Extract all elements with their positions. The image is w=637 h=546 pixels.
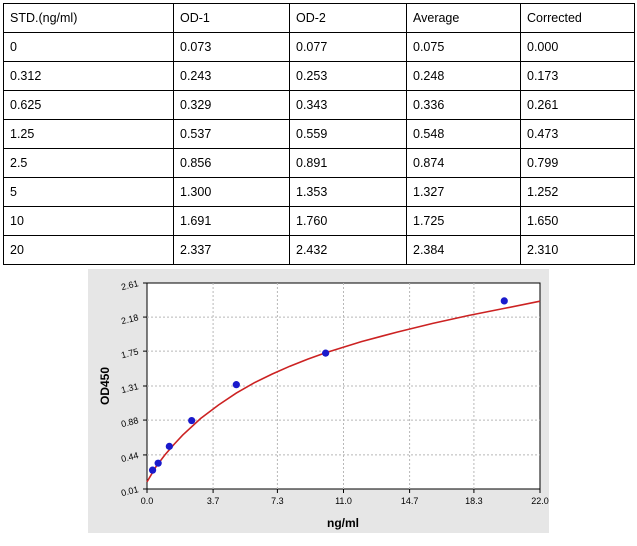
data-point — [188, 416, 196, 425]
cell-od1: 1.691 — [173, 206, 290, 236]
data-point — [148, 466, 157, 474]
tick-layer: 0.0 3.7 7.3 11.0 14.7 18.3 22.0 0.01 0.44 0.88 1.3… — [120, 278, 549, 506]
cell-average: 1.725 — [406, 206, 521, 236]
x-tick-label: 3.7 — [207, 496, 220, 506]
cell-od2: 0.077 — [289, 32, 407, 62]
table-header-row: STD.(ng/ml) OD-1 OD-2 Average Corrected — [3, 3, 635, 33]
cell-average: 0.248 — [406, 61, 521, 91]
column-header-od2: OD-2 — [289, 3, 407, 33]
column-header-std: STD.(ng/ml) — [3, 3, 174, 33]
cell-std: 10 — [3, 206, 174, 236]
cell-average: 0.874 — [406, 148, 521, 178]
cell-std: 5 — [3, 177, 174, 207]
cell-od2: 2.432 — [289, 235, 407, 265]
data-point — [500, 297, 508, 305]
data-point — [232, 381, 240, 389]
cell-average: 0.548 — [406, 119, 521, 149]
cell-corrected: 0.261 — [520, 90, 635, 120]
curve-layer — [146, 300, 541, 483]
chart-panel: 0.0 3.7 7.3 11.0 14.7 18.3 22.0 0.01 0.44 0.88 1.3… — [88, 269, 549, 533]
table-row: 20 2.337 2.432 2.384 2.310 — [3, 235, 635, 265]
cell-od2: 1.353 — [289, 177, 407, 207]
standard-curve-table: STD.(ng/ml) OD-1 OD-2 Average Corrected … — [3, 3, 635, 265]
y-tick-label: 0.88 — [120, 415, 139, 429]
cell-od1: 1.300 — [173, 177, 290, 207]
cell-corrected: 0.473 — [520, 119, 635, 149]
cell-corrected: 0.000 — [520, 32, 635, 62]
table-row: 0 0.073 0.077 0.075 0.000 — [3, 32, 635, 62]
column-header-od1: OD-1 — [173, 3, 290, 33]
cell-std: 2.5 — [3, 148, 174, 178]
column-header-corrected: Corrected — [520, 3, 635, 33]
cell-average: 2.384 — [406, 235, 521, 265]
cell-std: 0 — [3, 32, 174, 62]
cell-od1: 0.537 — [173, 119, 290, 149]
cell-corrected: 0.799 — [520, 148, 635, 178]
table-row: 1.25 0.537 0.559 0.548 0.473 — [3, 119, 635, 149]
y-tick-label: 1.75 — [120, 346, 139, 360]
cell-od1: 2.337 — [173, 235, 290, 265]
cell-od1: 0.329 — [173, 90, 290, 120]
cell-od2: 0.559 — [289, 119, 407, 149]
cell-average: 0.075 — [406, 32, 521, 62]
cell-std: 20 — [3, 235, 174, 265]
x-tick-label: 14.7 — [401, 496, 419, 506]
y-tick-label: 2.61 — [120, 278, 139, 292]
table-row: 5 1.300 1.353 1.327 1.252 — [3, 177, 635, 207]
y-tick-label: 0.01 — [120, 484, 139, 498]
cell-od2: 0.343 — [289, 90, 407, 120]
cell-od1: 0.243 — [173, 61, 290, 91]
cell-average: 0.336 — [406, 90, 521, 120]
cell-od1: 0.073 — [173, 32, 290, 62]
cell-od2: 0.891 — [289, 148, 407, 178]
cell-corrected: 2.310 — [520, 235, 635, 265]
standard-curve-chart: 0.0 3.7 7.3 11.0 14.7 18.3 22.0 0.01 0.44 0.88 1.3… — [98, 278, 549, 530]
x-tick-label: 7.3 — [271, 496, 284, 506]
table-row: 10 1.691 1.760 1.725 1.650 — [3, 206, 635, 236]
table-row: 2.5 0.856 0.891 0.874 0.799 — [3, 148, 635, 178]
x-tick-label: 0.0 — [141, 496, 154, 506]
x-tick-label: 11.0 — [335, 496, 352, 506]
cell-average: 1.327 — [406, 177, 521, 207]
x-tick-label: 22.0 — [531, 496, 549, 506]
y-tick-label: 1.31 — [120, 381, 139, 395]
table-row: 0.312 0.243 0.253 0.248 0.173 — [3, 61, 635, 91]
cell-od1: 0.856 — [173, 148, 290, 178]
cell-od2: 0.253 — [289, 61, 407, 91]
cell-std: 0.312 — [3, 61, 174, 91]
grid-layer — [147, 283, 540, 489]
column-header-average: Average — [406, 3, 521, 33]
fit-curve-line — [146, 300, 541, 483]
cell-od2: 1.760 — [289, 206, 407, 236]
cell-corrected: 1.650 — [520, 206, 635, 236]
y-tick-label: 0.44 — [120, 450, 139, 464]
x-axis-title: ng/ml — [327, 516, 359, 530]
y-tick-label: 2.18 — [120, 312, 139, 326]
y-axis-title: OD450 — [98, 367, 112, 405]
table-row: 0.625 0.329 0.343 0.336 0.261 — [3, 90, 635, 120]
data-point — [154, 459, 162, 467]
data-point — [322, 349, 330, 357]
cell-corrected: 0.173 — [520, 61, 635, 91]
data-point — [165, 442, 173, 450]
x-tick-label: 18.3 — [465, 496, 483, 506]
cell-std: 1.25 — [3, 119, 174, 149]
point-layer — [148, 297, 508, 474]
cell-std: 0.625 — [3, 90, 174, 120]
cell-corrected: 1.252 — [520, 177, 635, 207]
